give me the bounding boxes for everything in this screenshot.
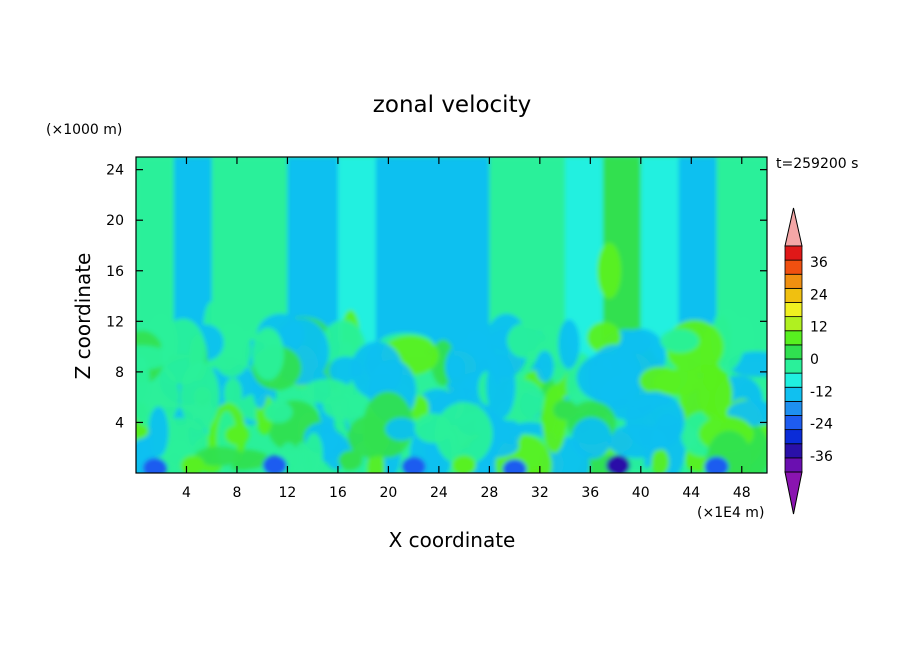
colorbar-over-triangle — [784, 207, 803, 247]
x-tick-label: 40 — [632, 485, 650, 501]
y-axis-unit: (×1000 m) — [46, 122, 122, 138]
plot-frame — [135, 156, 768, 474]
colorbar-cell — [784, 287, 803, 303]
colorbar-cell — [784, 457, 803, 473]
colorbar-cell — [784, 443, 803, 459]
x-tick-label: 32 — [531, 485, 549, 501]
y-tick-label: 24 — [106, 163, 124, 179]
x-tick-label: 8 — [232, 485, 241, 501]
x-axis-unit: (×1E4 m) — [697, 505, 764, 521]
y-tick-label: 16 — [106, 264, 124, 280]
heatmap-field — [136, 157, 767, 473]
colorbar-cell — [784, 273, 803, 289]
colorbar-cell — [784, 259, 803, 275]
x-tick-label: 20 — [379, 485, 397, 501]
chart-title: zonal velocity — [373, 92, 531, 118]
colorbar-cell — [784, 429, 803, 445]
x-tick-label: 28 — [480, 485, 498, 501]
time-label: t=259200 s — [776, 156, 858, 172]
colorbar-cell — [784, 358, 803, 374]
x-tick-label: 48 — [733, 485, 751, 501]
colorbar-label: -36 — [810, 449, 833, 465]
y-tick-label: 20 — [106, 213, 124, 229]
x-axis-label: X coordinate — [389, 528, 516, 552]
colorbar-cell — [784, 372, 803, 388]
colorbar-label: 12 — [810, 320, 828, 336]
colorbar-cell — [784, 386, 803, 402]
x-tick-label: 12 — [279, 485, 297, 501]
colorbar-cell — [784, 400, 803, 416]
x-axis-ticks: 4 8 12 16 20 24 28 32 36 40 44 48 — [182, 157, 751, 501]
colorbar-label: -24 — [810, 417, 833, 433]
y-tick-label: 12 — [106, 314, 124, 330]
colorbar-cell — [784, 302, 803, 318]
colorbar-cell — [784, 415, 803, 431]
x-tick-label: 4 — [182, 485, 191, 501]
colorbar-label: -12 — [810, 384, 833, 400]
colorbar-cell — [784, 245, 803, 261]
colorbar-label: 36 — [810, 255, 828, 271]
x-tick-label: 24 — [430, 485, 448, 501]
colorbar-label: 0 — [810, 352, 819, 368]
y-tick-label: 4 — [115, 415, 124, 431]
y-tick-label: 8 — [115, 365, 124, 381]
colorbar-cell — [784, 344, 803, 360]
x-tick-label: 16 — [329, 485, 347, 501]
x-tick-label: 44 — [682, 485, 700, 501]
colorbar-cell — [784, 330, 803, 346]
y-axis-ticks: 4 8 12 16 20 24 — [106, 163, 767, 431]
colorbar-under-triangle — [784, 471, 803, 515]
y-axis-label: Z coordinate — [71, 253, 95, 380]
x-tick-label: 36 — [581, 485, 599, 501]
colorbar-label: 24 — [810, 287, 828, 303]
colorbar: 36 24 12 0 -12 -24 -36 — [784, 207, 833, 515]
colorbar-cell — [784, 316, 803, 332]
